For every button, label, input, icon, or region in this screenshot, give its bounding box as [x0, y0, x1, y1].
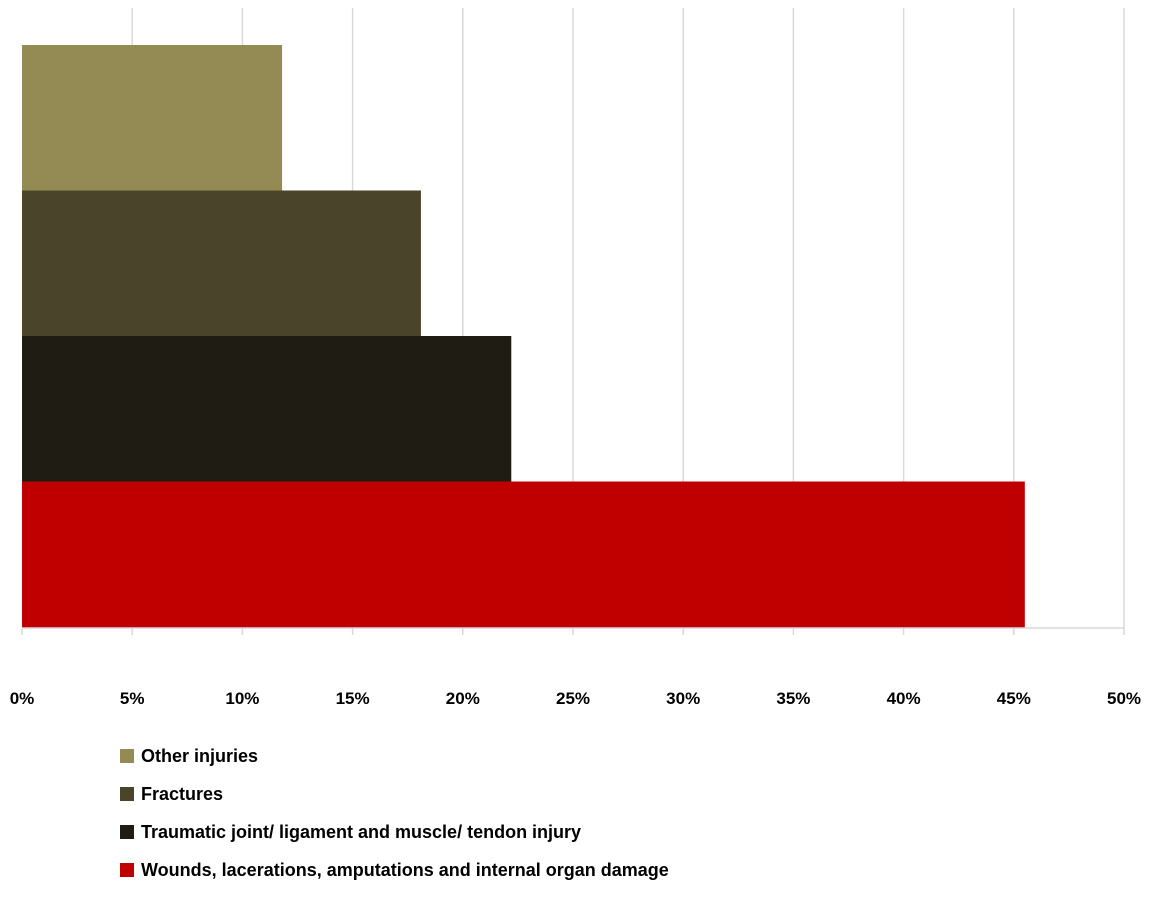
x-tick-label: 40%	[887, 689, 921, 708]
x-tick-label: 15%	[336, 689, 370, 708]
x-tick-label: 50%	[1107, 689, 1141, 708]
bar	[22, 45, 283, 191]
x-tick-label: 45%	[997, 689, 1031, 708]
bar	[22, 190, 421, 337]
x-tick-label: 25%	[556, 689, 590, 708]
bars	[22, 45, 1025, 628]
bar	[22, 481, 1025, 628]
x-tick-label: 35%	[776, 689, 810, 708]
x-tick-label: 30%	[666, 689, 700, 708]
x-tick-label: 20%	[446, 689, 480, 708]
x-tick-label: 0%	[10, 689, 35, 708]
x-tick-label: 5%	[120, 689, 145, 708]
x-axis: 0% 5% 10% 15% 20% 25% 30% 35% 40% 45% 50%	[10, 627, 1141, 708]
bar	[22, 336, 512, 482]
x-tick-label: 10%	[225, 689, 259, 708]
